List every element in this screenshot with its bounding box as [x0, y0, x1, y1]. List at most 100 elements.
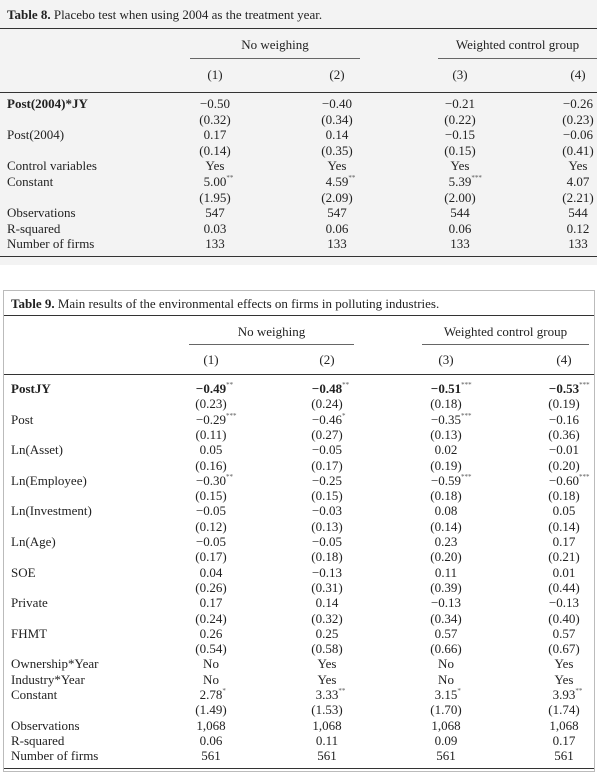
- row-label: R-squared: [11, 732, 65, 748]
- significance-stars: **: [575, 687, 583, 695]
- cell-value: 3.15 *: [435, 687, 461, 702]
- significance-stars: **: [226, 381, 234, 389]
- cell: Yes: [327, 158, 347, 174]
- cell: −0.49 **: [196, 381, 233, 396]
- cell: (0.22): [444, 111, 476, 127]
- cell: 133: [327, 236, 347, 252]
- cell: 0.09: [434, 732, 458, 748]
- cell-value: −0.46 *: [312, 412, 346, 427]
- cell: 0.17: [552, 534, 576, 549]
- cell: (0.19): [430, 457, 462, 473]
- cell: 0.02: [434, 442, 458, 458]
- row-label: Number of firms: [11, 748, 99, 764]
- cell: (0.32): [311, 610, 343, 626]
- cell-value: 5.00 **: [204, 174, 234, 189]
- rule: [4, 374, 594, 375]
- row-label: Post: [11, 411, 34, 427]
- caption: Table 8. Placebo test when using 2004 as…: [7, 8, 322, 22]
- cell: (2.09): [321, 189, 353, 205]
- cell: (0.32): [199, 111, 231, 127]
- cell-value: 5.39 ***: [449, 174, 482, 189]
- cell: Yes: [317, 656, 337, 672]
- cell: 0.14: [315, 595, 339, 611]
- group-header: Weighted control group: [455, 37, 580, 52]
- row-label: Observations: [11, 717, 80, 733]
- cell: 561: [436, 748, 456, 764]
- cell: (0.18): [548, 488, 580, 504]
- cell: No: [203, 656, 219, 672]
- row-label: Industry*Year: [11, 671, 85, 687]
- cell-value: −0.49 **: [196, 381, 233, 396]
- cell: (0.40): [548, 610, 580, 626]
- rule: [0, 92, 597, 93]
- cell: 3.33 **: [316, 687, 346, 702]
- cell: 0.14: [325, 127, 349, 143]
- group-rule: [189, 344, 354, 345]
- group-rule: [438, 58, 597, 59]
- cell: −0.51 ***: [431, 381, 472, 396]
- cell: −0.48 **: [312, 381, 349, 396]
- significance-stars: *: [457, 687, 461, 695]
- significance-stars: ***: [461, 472, 472, 481]
- cell-value: 3.93 **: [553, 687, 583, 702]
- cell: 0.03: [203, 220, 227, 236]
- group-rule: [422, 344, 589, 345]
- cell: −0.21: [444, 96, 476, 111]
- cell: −0.05: [195, 534, 227, 549]
- row-label: Constant: [7, 174, 54, 189]
- row-label: Number of firms: [7, 236, 95, 252]
- cell: 0.06: [325, 220, 349, 236]
- cell: (0.17): [195, 549, 227, 565]
- cell: 1,068: [312, 717, 342, 733]
- cell: (0.66): [430, 641, 462, 657]
- cell: 0.26: [199, 625, 223, 641]
- cell: −0.13: [311, 564, 343, 580]
- cell: (0.31): [311, 579, 343, 595]
- significance-stars: **: [348, 174, 356, 182]
- cell: −0.03: [311, 503, 343, 519]
- caption: Table 9. Main results of the environment…: [11, 297, 439, 311]
- significance-stars: *: [222, 687, 226, 695]
- cell: 0.57: [434, 625, 458, 641]
- cell: 1,068: [431, 717, 461, 733]
- cell: −0.13: [548, 595, 580, 611]
- cell: (0.14): [199, 142, 231, 158]
- group-header: Weighted control group: [443, 324, 568, 339]
- cell: −0.59 ***: [431, 473, 472, 488]
- cell: (0.16): [195, 457, 227, 473]
- cell: Yes: [205, 158, 225, 174]
- cell-value: 2.78 *: [200, 687, 226, 702]
- cell: 0.23: [434, 534, 458, 549]
- cell: 561: [201, 748, 221, 764]
- cell: (0.24): [195, 610, 227, 626]
- table-9: Table 9. Main results of the environment…: [3, 290, 595, 772]
- cell: 544: [568, 205, 588, 221]
- cell-value: −0.53 ***: [549, 381, 590, 396]
- row-label: Post(2004): [7, 127, 65, 143]
- cell: 0.12: [566, 220, 590, 236]
- cell: (1.95): [199, 189, 231, 205]
- cell: 133: [568, 236, 588, 252]
- cell: (0.23): [562, 111, 594, 127]
- cell: −0.13: [430, 595, 462, 611]
- group-header: No weighing: [241, 37, 309, 52]
- cell: −0.06: [562, 127, 594, 143]
- rule: [0, 28, 597, 29]
- column-number: (1): [203, 352, 219, 367]
- significance-stars: **: [338, 687, 346, 695]
- cell: 547: [327, 205, 347, 221]
- cell: Yes: [554, 656, 574, 672]
- row-label: Control variables: [7, 158, 97, 174]
- cell: −0.26: [562, 96, 594, 111]
- cell-value: 4.59 **: [326, 174, 356, 189]
- cell: (0.35): [321, 142, 353, 158]
- cell: (0.13): [430, 426, 462, 442]
- cell: −0.05: [311, 534, 343, 549]
- cell: (0.13): [311, 518, 343, 534]
- significance-stars: ***: [461, 411, 472, 420]
- cell: 0.08: [434, 503, 458, 519]
- cell: 3.93 **: [553, 687, 583, 702]
- cell-value: −0.29 ***: [196, 412, 237, 427]
- cell: −0.50: [199, 96, 231, 111]
- caption-text: Main results of the environmental effect…: [57, 296, 440, 311]
